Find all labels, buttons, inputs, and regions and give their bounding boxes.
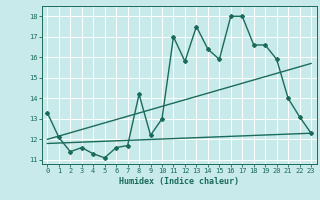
X-axis label: Humidex (Indice chaleur): Humidex (Indice chaleur) bbox=[119, 177, 239, 186]
